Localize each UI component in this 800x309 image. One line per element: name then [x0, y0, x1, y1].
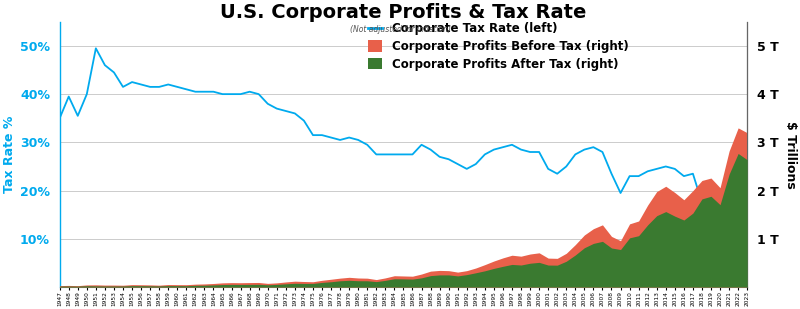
Legend: Corporate Tax Rate (left), Corporate Profits Before Tax (right), Corporate Profi: Corporate Tax Rate (left), Corporate Pro…: [368, 22, 629, 71]
Y-axis label: Tax Rate %: Tax Rate %: [2, 116, 16, 193]
Text: (Not adjusted for inflation): (Not adjusted for inflation): [350, 25, 450, 34]
Y-axis label: $ Trillions: $ Trillions: [784, 121, 798, 188]
Title: U.S. Corporate Profits & Tax Rate: U.S. Corporate Profits & Tax Rate: [220, 3, 586, 22]
